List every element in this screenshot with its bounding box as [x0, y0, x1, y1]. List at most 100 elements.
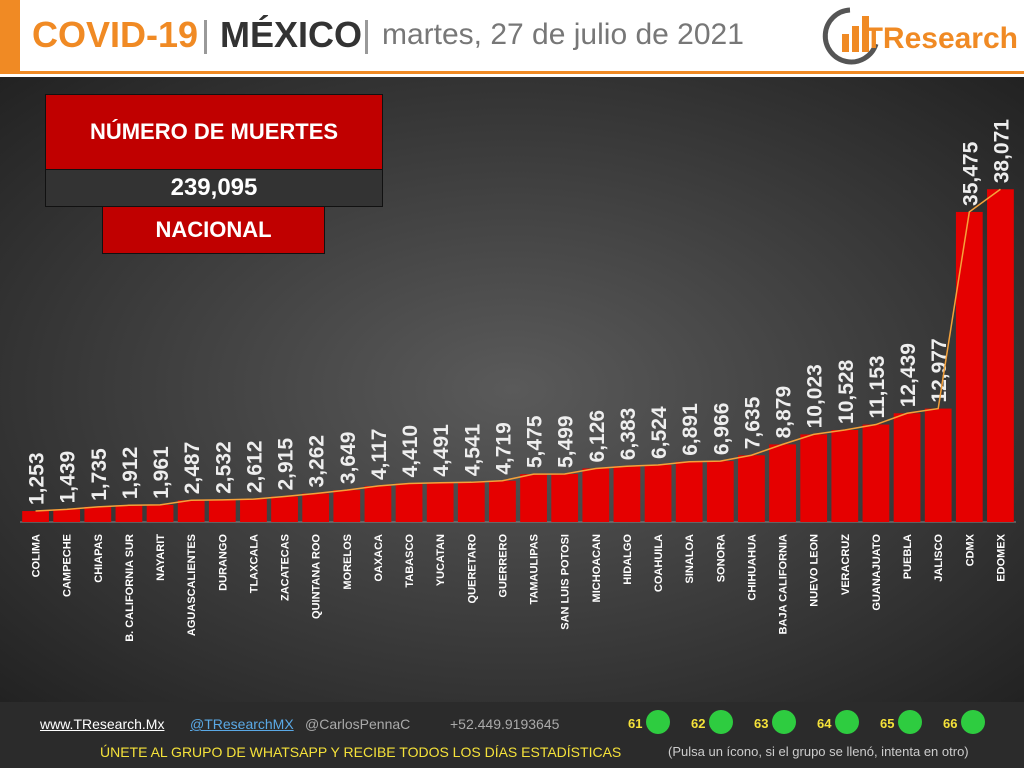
x-tick-label: JALISCO [933, 534, 945, 582]
value-label: 2,532 [212, 441, 235, 494]
x-tick-label: TABASCO [404, 534, 416, 588]
value-label: 6,966 [710, 403, 733, 456]
note: (Pulsa un ícono, si el grupo se llenó, i… [668, 744, 969, 759]
value-label: 5,475 [524, 415, 547, 468]
value-label: 3,262 [306, 435, 329, 488]
x-tick-label: QUERETARO [466, 534, 478, 604]
x-tick-label: EDOMEX [995, 533, 1007, 581]
title: COVID-19 [32, 14, 199, 55]
twitter[interactable]: @TResearchMX [190, 716, 294, 732]
bar [551, 473, 579, 522]
x-tick-label: MORELOS [342, 534, 354, 590]
bar [302, 493, 330, 522]
x-tick-label: TLAXCALA [248, 534, 260, 593]
separator [365, 20, 368, 54]
bar [22, 511, 49, 522]
bar [644, 464, 672, 522]
bar [426, 482, 454, 522]
bar [893, 413, 921, 522]
value-label: 2,487 [181, 442, 204, 495]
x-tick-label: CHIHUAHUA [746, 534, 758, 601]
value-label: 2,612 [243, 441, 266, 494]
value-label: 1,735 [88, 448, 111, 501]
x-tick-label: OAXACA [373, 534, 385, 582]
trend-line [35, 188, 1001, 512]
bar [706, 461, 734, 522]
bar [53, 509, 81, 522]
summary-scope: NACIONAL [102, 206, 325, 254]
bar [364, 486, 392, 522]
value-label: 4,491 [430, 424, 453, 477]
whatsapp-icon[interactable] [835, 710, 859, 734]
bar [177, 500, 205, 522]
bar [582, 468, 610, 522]
x-tick-label: QUINTANA ROO [311, 534, 323, 619]
x-tick-label: BAJA CALIFORNIA [778, 534, 790, 634]
logo[interactable]: TResearch [864, 22, 1018, 55]
x-tick-label: YUCATAN [435, 534, 447, 586]
value-label: 1,439 [57, 451, 80, 504]
website[interactable]: www.TResearch.Mx [40, 716, 165, 732]
whatsapp-icon[interactable] [772, 710, 796, 734]
value-label: 35,475 [959, 141, 982, 206]
x-tick-label: DURANGO [217, 534, 229, 591]
x-tick-label: SAN LUIS POTOSI [560, 534, 572, 630]
value-label: 6,126 [586, 410, 609, 463]
call-to-action: ÚNETE AL GRUPO DE WHATSAPP Y RECIBE TODO… [100, 744, 622, 760]
x-tick-label: GUANAJUATO [871, 534, 883, 611]
bar [738, 455, 765, 522]
value-label: 7,635 [741, 396, 764, 449]
x-tick-label: COAHUILA [653, 534, 665, 592]
bar [240, 499, 267, 522]
x-tick-label: CAMPECHE [62, 534, 74, 597]
bar [271, 496, 298, 522]
value-label: 12,977 [928, 338, 951, 402]
whatsapp-icon[interactable] [961, 710, 985, 734]
bar [146, 504, 174, 522]
whatsapp-icon[interactable] [709, 710, 733, 734]
value-label: 3,649 [337, 432, 360, 485]
value-label: 6,383 [617, 408, 640, 461]
x-tick-label: NAYARIT [155, 534, 167, 581]
whatsapp-icon[interactable] [898, 710, 922, 734]
bar [924, 408, 952, 522]
group-number: 66 [943, 716, 958, 731]
x-tick-label: SONORA [715, 534, 727, 582]
x-tick-label: ZACATECAS [280, 534, 292, 601]
bar [831, 429, 859, 522]
value-label: 6,891 [679, 403, 702, 456]
x-tick-label: GUERRERO [497, 534, 509, 598]
x-tick-label: HIDALGO [622, 534, 634, 585]
footer: www.TResearch.Mx @TResearchMX @CarlosPen… [0, 702, 1024, 768]
bar [489, 480, 516, 522]
summary-heading: NÚMERO DE MUERTES [45, 94, 383, 170]
value-label: 10,528 [835, 359, 858, 424]
value-label: 1,912 [119, 447, 142, 500]
group-number: 63 [754, 716, 769, 731]
country: MÉXICO [220, 14, 363, 55]
x-tick-label: PUEBLA [902, 534, 914, 579]
chart: 1,253 COLIMA 1,439 CAMPECHE 1,735 CHIAPAS 1,91… [20, 119, 1016, 642]
value-label: 5,499 [555, 415, 578, 468]
value-label: 38,071 [990, 119, 1013, 184]
bar [457, 482, 485, 522]
bar [84, 506, 112, 522]
value-label: 12,439 [897, 343, 920, 407]
bar [115, 505, 143, 522]
bar [675, 461, 703, 522]
value-label: 4,719 [492, 422, 515, 475]
value-label: 4,541 [461, 423, 484, 476]
whatsapp-icon[interactable] [646, 710, 670, 734]
value-label: 1,253 [26, 452, 49, 505]
bar [333, 490, 361, 522]
bar [862, 424, 890, 522]
bar [395, 483, 423, 522]
value-label: 10,023 [804, 364, 827, 428]
group-number: 61 [628, 716, 643, 731]
bar [520, 474, 547, 522]
bar [769, 444, 796, 522]
twitter[interactable]: @CarlosPennaC [305, 716, 411, 732]
accent [0, 0, 20, 72]
x-tick-label: CHIAPAS [93, 534, 105, 583]
